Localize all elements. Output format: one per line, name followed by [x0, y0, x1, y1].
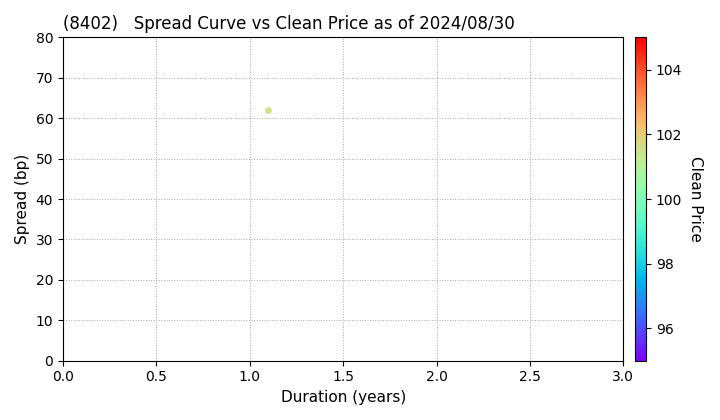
Point [263, 107, 274, 113]
Y-axis label: Spread (bp): Spread (bp) [15, 154, 30, 244]
X-axis label: Duration (years): Duration (years) [281, 390, 406, 405]
Text: (8402)   Spread Curve vs Clean Price as of 2024/08/30: (8402) Spread Curve vs Clean Price as of… [63, 15, 515, 33]
Y-axis label: Clean Price: Clean Price [688, 156, 703, 242]
